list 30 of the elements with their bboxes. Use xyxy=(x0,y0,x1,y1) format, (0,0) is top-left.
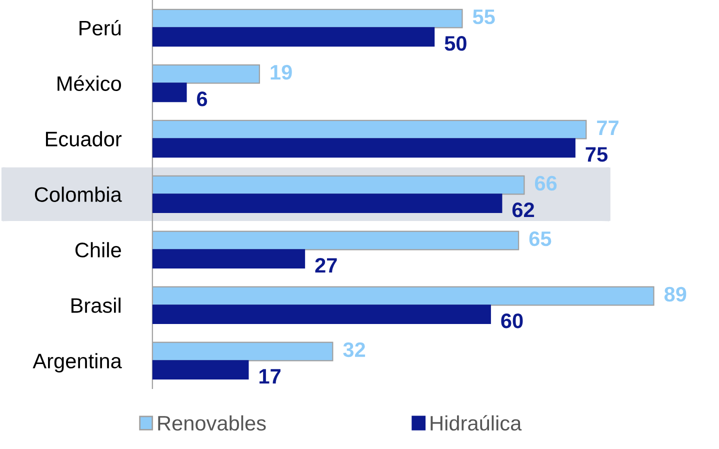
data-label: 32 xyxy=(343,342,366,358)
bar xyxy=(152,304,491,324)
data-label: 66 xyxy=(534,176,557,191)
legend-label: Hidraúlica xyxy=(430,415,522,431)
data-label: 55 xyxy=(472,10,495,24)
data-label: 27 xyxy=(315,258,337,273)
data-label: 65 xyxy=(529,231,552,246)
legend-label: Renovables xyxy=(158,415,266,431)
y-tick-label: Brasil xyxy=(71,298,120,313)
y-tick-label: México xyxy=(58,75,121,91)
data-label: 50 xyxy=(444,36,466,51)
y-tick-label: Perú xyxy=(80,20,121,36)
bar xyxy=(152,82,187,102)
y-tick-label: Chile xyxy=(75,242,121,258)
y-tick-label: Argentina xyxy=(32,353,122,373)
bar xyxy=(152,27,435,47)
data-label: 19 xyxy=(270,64,292,80)
data-label: 77 xyxy=(597,120,618,135)
data-label: 17 xyxy=(260,369,280,384)
bar xyxy=(152,194,502,214)
data-label: 75 xyxy=(586,147,608,162)
data-label: 60 xyxy=(501,313,523,328)
data-label: 62 xyxy=(512,202,534,218)
bar xyxy=(152,138,576,158)
y-tick-label: Ecuador xyxy=(46,131,122,146)
bar xyxy=(152,249,306,269)
y-tick-label: Colombia xyxy=(34,186,122,202)
data-label: 6 xyxy=(197,92,208,106)
bar xyxy=(152,360,249,380)
data-label: 89 xyxy=(664,286,686,302)
